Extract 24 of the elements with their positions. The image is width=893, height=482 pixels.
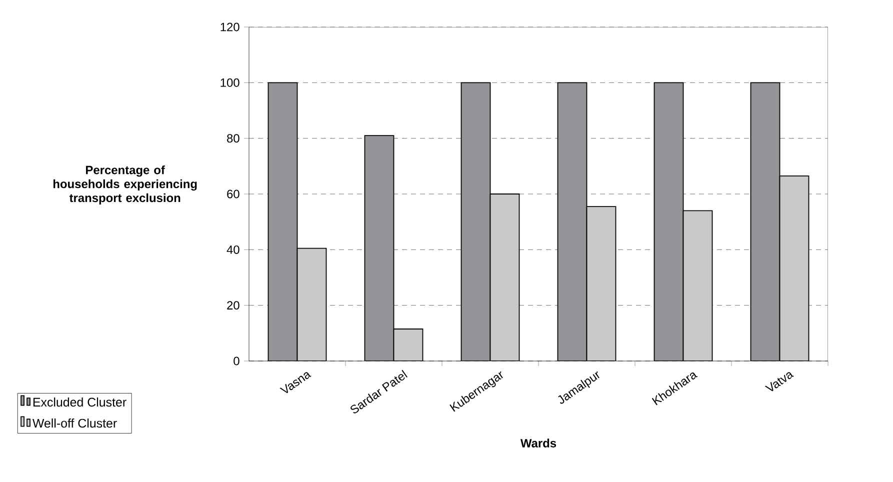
y-tick-label: 120	[220, 22, 240, 32]
legend-label: Excluded Cluster	[33, 397, 126, 407]
x-axis-title: Wards	[520, 438, 556, 448]
bar	[364, 135, 394, 361]
y-tick-label: 20	[227, 301, 240, 310]
bar	[490, 194, 520, 361]
bar	[268, 82, 298, 361]
bar	[393, 328, 424, 361]
x-tick-label: Vatva	[764, 372, 794, 392]
bar	[750, 82, 780, 361]
bar	[682, 210, 713, 361]
bar	[460, 82, 491, 361]
bar	[654, 82, 684, 361]
y-axis-title: Percentage of households experiencing transport exclusion	[54, 165, 197, 205]
bar	[296, 248, 327, 361]
bar	[586, 206, 616, 361]
y-tick-label: 0	[234, 356, 240, 366]
bar	[779, 175, 810, 361]
legend-label: Well-off Cluster	[32, 418, 117, 428]
y-tick-label: 80	[227, 134, 240, 143]
y-tick-label: 100	[220, 78, 240, 87]
bar	[557, 82, 588, 361]
y-tick-label: 60	[227, 190, 240, 198]
y-tick-label: 40	[226, 245, 240, 254]
